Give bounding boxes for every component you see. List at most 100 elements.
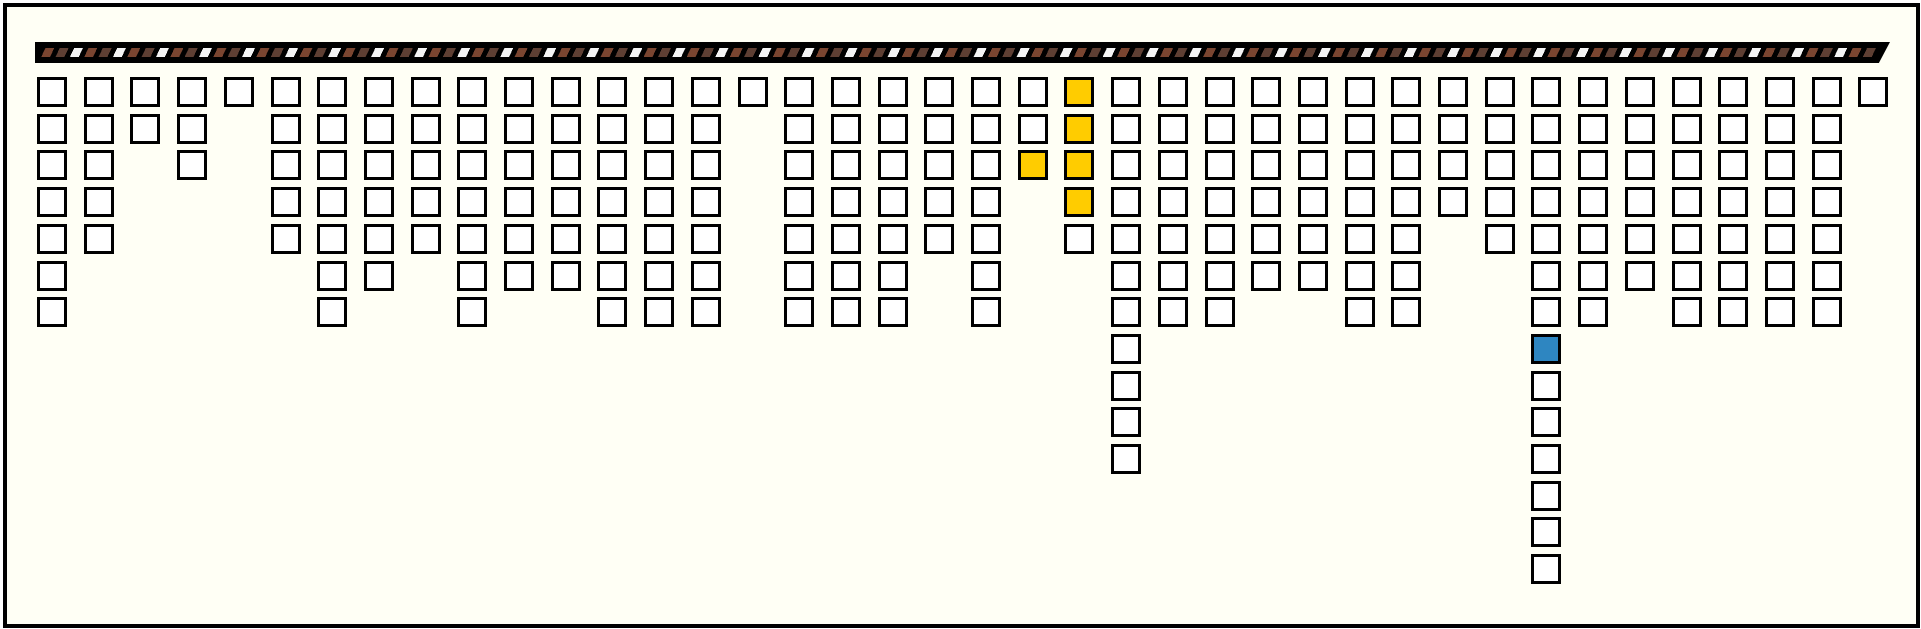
cell-empty[interactable] bbox=[550, 150, 581, 181]
cell-yellow[interactable] bbox=[1064, 77, 1095, 107]
cell-empty[interactable] bbox=[1111, 77, 1142, 107]
cell-empty[interactable] bbox=[410, 113, 441, 144]
cell-empty[interactable] bbox=[37, 77, 67, 107]
cell-empty[interactable] bbox=[690, 297, 721, 328]
cell-empty[interactable] bbox=[1578, 150, 1609, 181]
cell-empty[interactable] bbox=[1391, 297, 1422, 328]
cell-empty[interactable] bbox=[1297, 77, 1328, 107]
cell-empty[interactable] bbox=[1017, 77, 1048, 107]
cell-empty[interactable] bbox=[83, 113, 114, 144]
cell-empty[interactable] bbox=[1811, 223, 1842, 254]
cell-empty[interactable] bbox=[504, 260, 534, 291]
cell-empty[interactable] bbox=[1204, 77, 1235, 107]
cell-empty[interactable] bbox=[784, 77, 815, 107]
cell-empty[interactable] bbox=[1718, 297, 1749, 328]
cell-empty[interactable] bbox=[1297, 223, 1328, 254]
cell-empty[interactable] bbox=[1438, 77, 1468, 107]
cell-empty[interactable] bbox=[1531, 223, 1562, 254]
cell-empty[interactable] bbox=[177, 113, 208, 144]
cell-empty[interactable] bbox=[877, 113, 908, 144]
cell-empty[interactable] bbox=[1391, 260, 1422, 291]
cell-empty[interactable] bbox=[924, 223, 955, 254]
cell-empty[interactable] bbox=[457, 150, 488, 181]
cell-empty[interactable] bbox=[1204, 113, 1235, 144]
cell-empty[interactable] bbox=[644, 150, 675, 181]
cell-empty[interactable] bbox=[784, 297, 815, 328]
cell-empty[interactable] bbox=[1251, 187, 1282, 218]
cell-empty[interactable] bbox=[1578, 223, 1609, 254]
cell-empty[interactable] bbox=[1624, 223, 1655, 254]
cell-empty[interactable] bbox=[363, 260, 394, 291]
cell-empty[interactable] bbox=[550, 223, 581, 254]
cell-empty[interactable] bbox=[1671, 297, 1702, 328]
cell-empty[interactable] bbox=[317, 187, 348, 218]
cell-empty[interactable] bbox=[1531, 187, 1562, 218]
cell-empty[interactable] bbox=[1671, 223, 1702, 254]
cell-empty[interactable] bbox=[1344, 150, 1375, 181]
cell-empty[interactable] bbox=[270, 150, 301, 181]
cell-empty[interactable] bbox=[830, 223, 861, 254]
cell-empty[interactable] bbox=[270, 77, 301, 107]
cell-empty[interactable] bbox=[1718, 77, 1749, 107]
cell-empty[interactable] bbox=[1251, 150, 1282, 181]
cell-empty[interactable] bbox=[1297, 150, 1328, 181]
cell-empty[interactable] bbox=[1344, 260, 1375, 291]
cell-empty[interactable] bbox=[1111, 260, 1142, 291]
cell-empty[interactable] bbox=[1391, 113, 1422, 144]
cell-empty[interactable] bbox=[1111, 333, 1142, 364]
cell-empty[interactable] bbox=[1624, 150, 1655, 181]
cell-empty[interactable] bbox=[830, 77, 861, 107]
cell-empty[interactable] bbox=[597, 187, 628, 218]
cell-empty[interactable] bbox=[1531, 444, 1562, 474]
cell-empty[interactable] bbox=[1811, 77, 1842, 107]
cell-empty[interactable] bbox=[37, 150, 67, 181]
cell-yellow[interactable] bbox=[1017, 150, 1048, 181]
cell-empty[interactable] bbox=[1111, 407, 1142, 438]
cell-empty[interactable] bbox=[1671, 150, 1702, 181]
cell-empty[interactable] bbox=[457, 77, 488, 107]
cell-yellow[interactable] bbox=[1064, 113, 1095, 144]
cell-empty[interactable] bbox=[830, 260, 861, 291]
cell-empty[interactable] bbox=[83, 187, 114, 218]
cell-empty[interactable] bbox=[1064, 223, 1095, 254]
cell-empty[interactable] bbox=[1811, 297, 1842, 328]
cell-empty[interactable] bbox=[550, 113, 581, 144]
cell-empty[interactable] bbox=[1764, 223, 1795, 254]
cell-empty[interactable] bbox=[1764, 187, 1795, 218]
cell-empty[interactable] bbox=[1624, 113, 1655, 144]
cell-empty[interactable] bbox=[784, 260, 815, 291]
cell-empty[interactable] bbox=[37, 260, 67, 291]
cell-empty[interactable] bbox=[1017, 113, 1048, 144]
cell-empty[interactable] bbox=[1764, 297, 1795, 328]
cell-empty[interactable] bbox=[1811, 260, 1842, 291]
cell-empty[interactable] bbox=[1157, 187, 1188, 218]
cell-empty[interactable] bbox=[317, 297, 348, 328]
cell-empty[interactable] bbox=[504, 113, 534, 144]
cell-empty[interactable] bbox=[1718, 150, 1749, 181]
cell-empty[interactable] bbox=[877, 187, 908, 218]
cell-empty[interactable] bbox=[1438, 187, 1468, 218]
cell-empty[interactable] bbox=[1671, 187, 1702, 218]
cell-empty[interactable] bbox=[644, 260, 675, 291]
cell-empty[interactable] bbox=[1251, 77, 1282, 107]
cell-empty[interactable] bbox=[550, 260, 581, 291]
cell-empty[interactable] bbox=[1531, 480, 1562, 511]
cell-empty[interactable] bbox=[1111, 187, 1142, 218]
cell-empty[interactable] bbox=[924, 77, 955, 107]
cell-empty[interactable] bbox=[130, 77, 161, 107]
cell-empty[interactable] bbox=[1671, 77, 1702, 107]
cell-empty[interactable] bbox=[223, 77, 254, 107]
cell-empty[interactable] bbox=[1764, 150, 1795, 181]
cell-empty[interactable] bbox=[37, 187, 67, 218]
cell-empty[interactable] bbox=[1484, 150, 1515, 181]
cell-empty[interactable] bbox=[924, 113, 955, 144]
cell-empty[interactable] bbox=[1111, 444, 1142, 474]
cell-empty[interactable] bbox=[690, 113, 721, 144]
cell-empty[interactable] bbox=[1251, 223, 1282, 254]
cell-empty[interactable] bbox=[1438, 150, 1468, 181]
cell-empty[interactable] bbox=[690, 223, 721, 254]
cell-yellow[interactable] bbox=[1064, 150, 1095, 181]
cell-empty[interactable] bbox=[363, 150, 394, 181]
cell-empty[interactable] bbox=[1391, 77, 1422, 107]
cell-empty[interactable] bbox=[1718, 187, 1749, 218]
